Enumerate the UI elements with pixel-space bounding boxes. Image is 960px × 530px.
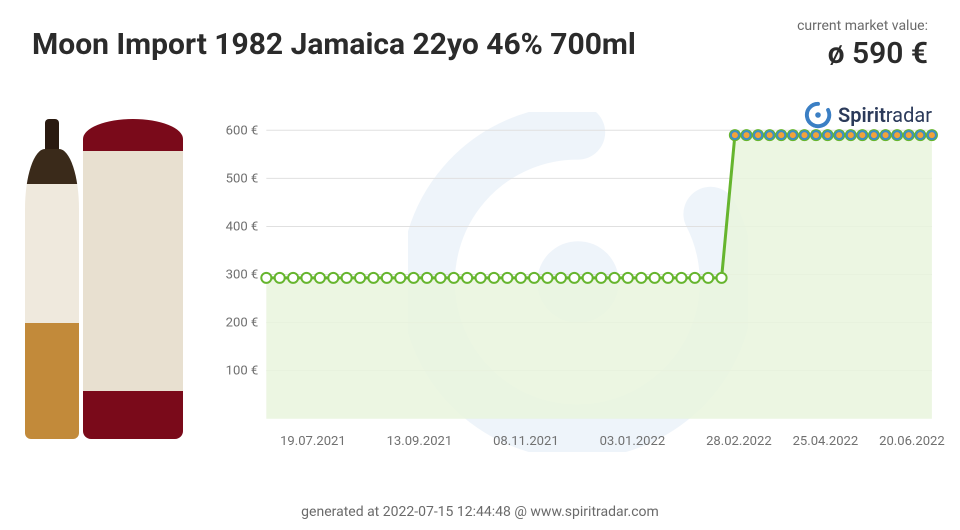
chart-marker — [516, 273, 526, 283]
chart-marker — [717, 273, 727, 283]
chart-marker — [382, 273, 392, 283]
chart-marker — [422, 273, 432, 283]
chart-secondary-marker — [835, 131, 843, 139]
chart-secondary-marker — [754, 131, 762, 139]
chart-marker — [342, 273, 352, 283]
x-tick-label: 13.09.2021 — [387, 434, 453, 449]
y-tick-label: 400 € — [226, 219, 259, 234]
brand-logo-text: Spiritradar — [838, 103, 932, 127]
chart-marker — [542, 273, 552, 283]
chart-secondary-marker — [893, 131, 901, 139]
chart-marker — [583, 273, 593, 283]
y-tick-label: 200 € — [226, 316, 259, 331]
chart-marker — [596, 273, 606, 283]
x-tick-label: 08.11.2021 — [493, 434, 559, 449]
chart-secondary-marker — [882, 131, 890, 139]
y-tick-label: 300 € — [226, 268, 259, 283]
chart-marker — [275, 273, 285, 283]
market-value: ø 590 € — [797, 36, 928, 71]
x-tick-label: 25.04.2022 — [793, 434, 859, 449]
chart-secondary-marker — [858, 131, 866, 139]
chart-marker — [690, 273, 700, 283]
chart-marker — [462, 273, 472, 283]
chart-marker — [368, 273, 378, 283]
chart-marker — [609, 273, 619, 283]
chart-secondary-marker — [742, 131, 750, 139]
chart-secondary-marker — [731, 131, 739, 139]
chart-secondary-marker — [916, 131, 924, 139]
chart-marker — [315, 273, 325, 283]
chart-marker — [355, 273, 365, 283]
chart-marker — [569, 273, 579, 283]
chart-marker — [435, 273, 445, 283]
x-tick-label: 03.01.2022 — [600, 434, 666, 449]
chart-secondary-marker — [812, 131, 820, 139]
page-title: Moon Import 1982 Jamaica 22yo 46% 700ml — [32, 27, 636, 62]
chart-marker — [636, 273, 646, 283]
chart-marker — [703, 273, 713, 283]
chart-marker — [288, 273, 298, 283]
chart-secondary-marker — [847, 131, 855, 139]
y-tick-label: 500 € — [226, 171, 259, 186]
brand-logo-icon — [804, 101, 832, 129]
chart-marker — [449, 273, 459, 283]
chart-marker — [502, 273, 512, 283]
chart-marker — [529, 273, 539, 283]
bottle-icon — [25, 149, 79, 439]
chart-marker — [489, 273, 499, 283]
chart-marker — [476, 273, 486, 283]
chart-marker — [650, 273, 660, 283]
product-image — [10, 97, 198, 447]
chart-secondary-marker — [777, 131, 785, 139]
chart-secondary-marker — [766, 131, 774, 139]
chart-marker — [663, 273, 673, 283]
chart-secondary-marker — [800, 131, 808, 139]
chart-marker — [409, 273, 419, 283]
x-tick-label: 19.07.2021 — [280, 434, 346, 449]
chart-secondary-marker — [789, 131, 797, 139]
x-tick-label: 28.02.2022 — [706, 434, 772, 449]
footer-text: generated at 2022-07-15 12:44:48 @ www.s… — [0, 504, 960, 520]
market-value-box: current market value: ø 590 € — [797, 18, 928, 71]
chart-marker — [328, 273, 338, 283]
y-tick-label: 100 € — [226, 364, 259, 379]
chart-marker — [676, 273, 686, 283]
chart-secondary-marker — [824, 131, 832, 139]
chart-marker — [395, 273, 405, 283]
price-chart: 100 € 200 € 300 € 400 € 500 € 600 € 19.07.2021… — [206, 97, 950, 469]
y-tick-label: 600 € — [226, 123, 259, 138]
chart-secondary-marker — [870, 131, 878, 139]
chart-marker — [623, 273, 633, 283]
chart-marker — [556, 273, 566, 283]
market-value-label: current market value: — [797, 18, 928, 34]
chart-marker — [301, 273, 311, 283]
x-tick-label: 20.06.2022 — [879, 434, 945, 449]
tube-icon — [83, 119, 183, 439]
brand-logo: Spiritradar — [804, 101, 932, 129]
chart-marker — [261, 273, 271, 283]
chart-secondary-marker — [928, 131, 936, 139]
chart-secondary-marker — [905, 131, 913, 139]
